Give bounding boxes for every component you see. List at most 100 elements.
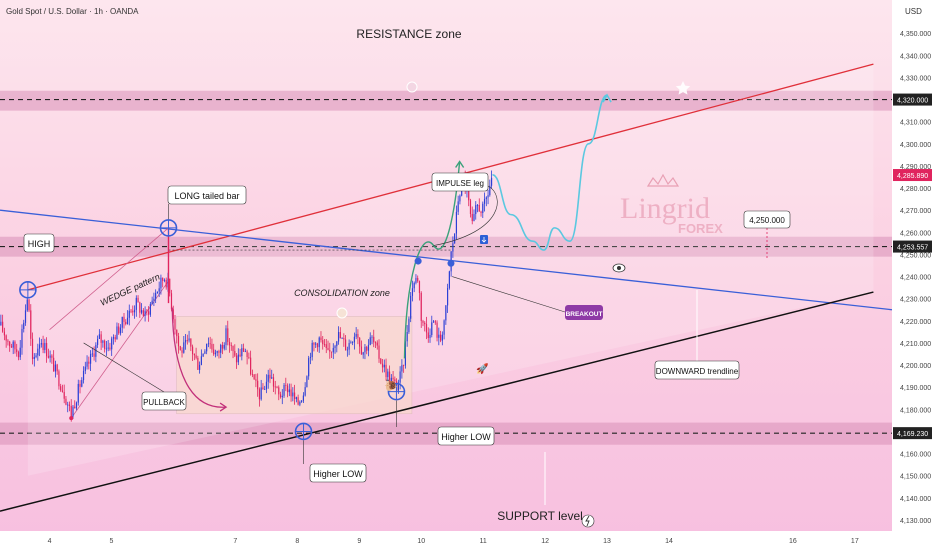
wedge-upper-line [49,227,169,330]
candle-body [53,357,55,372]
candle-body [431,322,433,336]
currency-label: USD [905,7,922,16]
candle-body [308,358,310,377]
candle-body [176,329,178,337]
alert-circle-icon [406,81,418,93]
x-tick-label: 10 [417,538,425,545]
candle-body [436,322,438,338]
x-tick-label: 4 [48,538,52,545]
candle-body [116,326,118,340]
candle-body [251,374,253,375]
candle-body [459,195,461,202]
target-callout: 4,250.000 [743,210,791,229]
candle-body [381,363,384,368]
mid-price-tag [893,240,932,253]
support-price-tag [893,427,932,440]
candle-body [58,371,60,387]
candle-body [371,336,373,338]
candle-body [170,293,173,310]
impulse-leg-callout: IMPULSE leg [431,172,489,192]
candle-body [332,347,334,353]
candle-body [341,338,343,339]
candle-body [88,361,90,364]
candle-body [297,397,299,405]
candle-body [46,342,48,357]
candle-body [207,343,210,345]
candle-body [394,379,396,382]
candle-body [271,377,273,379]
pullback-label: PULLBACK [143,398,185,407]
candle-body [420,292,422,321]
candle-body [114,337,116,340]
candle-body [235,355,238,363]
candle-body [191,346,194,355]
candle-body [380,358,382,364]
x-tick-label: 14 [665,538,673,545]
candle-body [104,340,106,349]
y-tick-label: 4,230.000 [900,297,931,304]
candle-body [352,342,354,343]
candle-body [2,321,4,332]
candle-body [429,335,431,339]
candle-body [61,390,64,392]
eye-icon [612,263,626,273]
candle-body [339,332,341,339]
candle-body [112,337,115,339]
higher-low-callout-2: Higher LOW [437,426,495,446]
candle-body [109,347,111,350]
candle-body [179,346,181,351]
candle-body [350,342,352,344]
candle-body [346,349,348,351]
y-tick-label: 4,290.000 [900,164,931,171]
candle-body [3,331,5,336]
projection-arrowhead [602,93,612,103]
candle-body [193,354,195,356]
candle-body [364,346,366,353]
candle-body [311,342,313,358]
snail-icon: 🐌 [384,379,398,392]
candle-body [313,342,315,345]
candle-body [422,320,424,323]
candle-body [165,279,167,288]
candle-body [383,364,385,368]
candle-body [478,205,480,212]
candle-body [274,386,276,388]
candle-body [68,404,71,406]
candle-body [211,344,213,350]
time-axis[interactable]: 4 5 7 8 9 10 11 12 13 14 16 17 [48,538,859,545]
candle-body [81,380,83,387]
y-tick-label: 4,190.000 [900,385,931,392]
candle-body [223,344,225,349]
candle-body [105,348,108,350]
candle-body [445,305,447,321]
candle-body [9,341,11,347]
candle-body [418,281,421,293]
candle-body [378,345,380,359]
candle-body [42,343,44,351]
candle-body [250,357,252,375]
candle-body [111,338,113,350]
candle-body [218,351,220,353]
candle-body [142,310,144,316]
candle-body [107,347,109,349]
candle-body [487,195,489,198]
candle-body [489,185,491,196]
projection-path [492,94,608,251]
candle-body [392,377,394,380]
y-tick-label: 4,270.000 [900,208,931,215]
candle-body [257,380,259,390]
candle-body [197,357,199,370]
candle-body [79,383,81,387]
candle-body [162,277,164,281]
candle-body [269,374,271,379]
candle-body [475,205,477,215]
candle-body [387,371,389,378]
brand-logo-text: Lingrid [620,192,710,225]
candle-body [343,338,345,340]
candle-body [172,309,174,320]
candle-body [65,398,67,405]
candle-body [246,351,248,358]
breakout-label: BREAKOUT [566,311,603,318]
candle-body [98,334,100,339]
